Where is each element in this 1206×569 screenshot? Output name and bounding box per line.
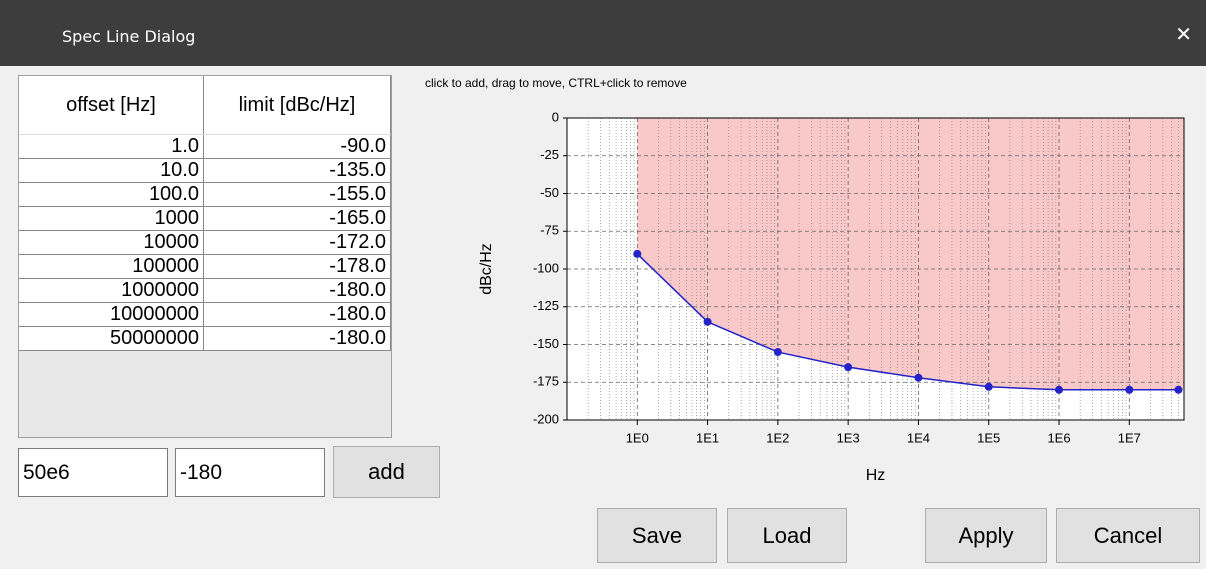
table-row[interactable]: 1000000 -180.0 xyxy=(19,279,391,303)
table-row[interactable]: 10000000 -180.0 xyxy=(19,303,391,327)
y-tick-label: -200 xyxy=(533,411,559,426)
table-row[interactable]: 10000 -172.0 xyxy=(19,231,391,255)
table-cell[interactable]: 10000 xyxy=(19,231,204,254)
spec-point xyxy=(844,363,853,372)
offset-input[interactable]: 50e6 xyxy=(18,448,168,497)
table-cell[interactable]: -165.0 xyxy=(204,207,391,230)
spec-point xyxy=(1055,385,1064,394)
y-tick-label: -100 xyxy=(533,260,559,275)
spec-table: offset [Hz] limit [dBc/Hz] 1.0 -90.0 10.0-… xyxy=(18,75,392,438)
window-title: Spec Line Dialog xyxy=(62,27,196,46)
table-cell[interactable]: 10000000 xyxy=(19,303,204,326)
table-cell[interactable]: 1.0 xyxy=(19,135,204,158)
header-cell[interactable]: limit [dBc/Hz] xyxy=(204,76,391,134)
table-row[interactable]: 100.0 -155.0 xyxy=(19,183,391,207)
y-tick-label: -125 xyxy=(533,298,559,313)
table-row[interactable]: 50000000 -180.0 xyxy=(19,327,391,351)
x-tick-label: 1E2 xyxy=(766,430,789,445)
spec-chart[interactable]: click to add, drag to move, CTRL+click t… xyxy=(420,70,1206,490)
y-axis-label: dBc/Hz xyxy=(478,243,495,295)
table-row[interactable]: 10.0 -135.0 xyxy=(19,159,391,183)
table-cell[interactable]: -135.0 xyxy=(204,159,391,182)
chart-hint: click to add, drag to move, CTRL+click t… xyxy=(425,76,687,90)
x-tick-label: 1E6 xyxy=(1047,430,1070,445)
load-button[interactable]: Load xyxy=(727,508,847,563)
table-cell[interactable]: 10.0 xyxy=(19,159,204,182)
spec-point xyxy=(1174,385,1183,394)
spec-point xyxy=(633,249,642,258)
y-tick-label: 0 xyxy=(552,109,559,124)
add-button[interactable]: add xyxy=(333,446,440,498)
table-cell[interactable]: 100.0 xyxy=(19,183,204,206)
table-cell[interactable]: -155.0 xyxy=(204,183,391,206)
x-tick-label: 1E4 xyxy=(907,430,930,445)
table-cell[interactable]: -172.0 xyxy=(204,231,391,254)
table-cell[interactable]: 1000000 xyxy=(19,279,204,302)
table-cell[interactable]: -178.0 xyxy=(204,255,391,278)
x-tick-label: 1E7 xyxy=(1118,430,1141,445)
y-tick-label: -175 xyxy=(533,374,559,389)
y-tick-label: -75 xyxy=(540,223,559,238)
spec-point xyxy=(984,382,993,391)
spec-point xyxy=(703,317,712,326)
y-tick-label: -50 xyxy=(540,185,559,200)
table-row[interactable]: 100000 -178.0 xyxy=(19,255,391,279)
table-row[interactable]: 1000 -165.0 xyxy=(19,207,391,231)
spec-point xyxy=(1125,385,1134,394)
x-tick-label: 1E1 xyxy=(696,430,719,445)
y-tick-label: -25 xyxy=(540,147,559,162)
table-cell[interactable]: -180.0 xyxy=(204,327,391,350)
x-axis-label: Hz xyxy=(866,467,886,484)
x-tick-label: 1E0 xyxy=(626,430,649,445)
spec-point xyxy=(914,373,923,382)
table-cell[interactable]: 100000 xyxy=(19,255,204,278)
close-button[interactable]: ✕ xyxy=(1175,22,1192,46)
apply-button[interactable]: Apply xyxy=(925,508,1047,563)
table-cell[interactable]: -180.0 xyxy=(204,279,391,302)
table-cell[interactable]: -90.0 xyxy=(204,135,391,158)
limit-input[interactable]: -180 xyxy=(175,448,325,497)
header-cell[interactable]: offset [Hz] xyxy=(19,76,204,134)
y-tick-label: -150 xyxy=(533,336,559,351)
table-header: offset [Hz] limit [dBc/Hz] xyxy=(19,76,391,135)
save-button[interactable]: Save xyxy=(597,508,717,563)
plot-frame xyxy=(566,117,1185,421)
table-cell[interactable]: -180.0 xyxy=(204,303,391,326)
spec-point xyxy=(773,348,782,357)
forbidden-area xyxy=(637,118,1184,390)
table-row[interactable]: 1.0 -90.0 xyxy=(19,135,391,159)
cancel-button[interactable]: Cancel xyxy=(1056,508,1200,563)
table-cell[interactable]: 50000000 xyxy=(19,327,204,350)
x-tick-label: 1E5 xyxy=(977,430,1000,445)
table-cell[interactable]: 1000 xyxy=(19,207,204,230)
x-tick-label: 1E3 xyxy=(837,430,860,445)
title-bar: Spec Line Dialog ✕ xyxy=(0,0,1206,66)
